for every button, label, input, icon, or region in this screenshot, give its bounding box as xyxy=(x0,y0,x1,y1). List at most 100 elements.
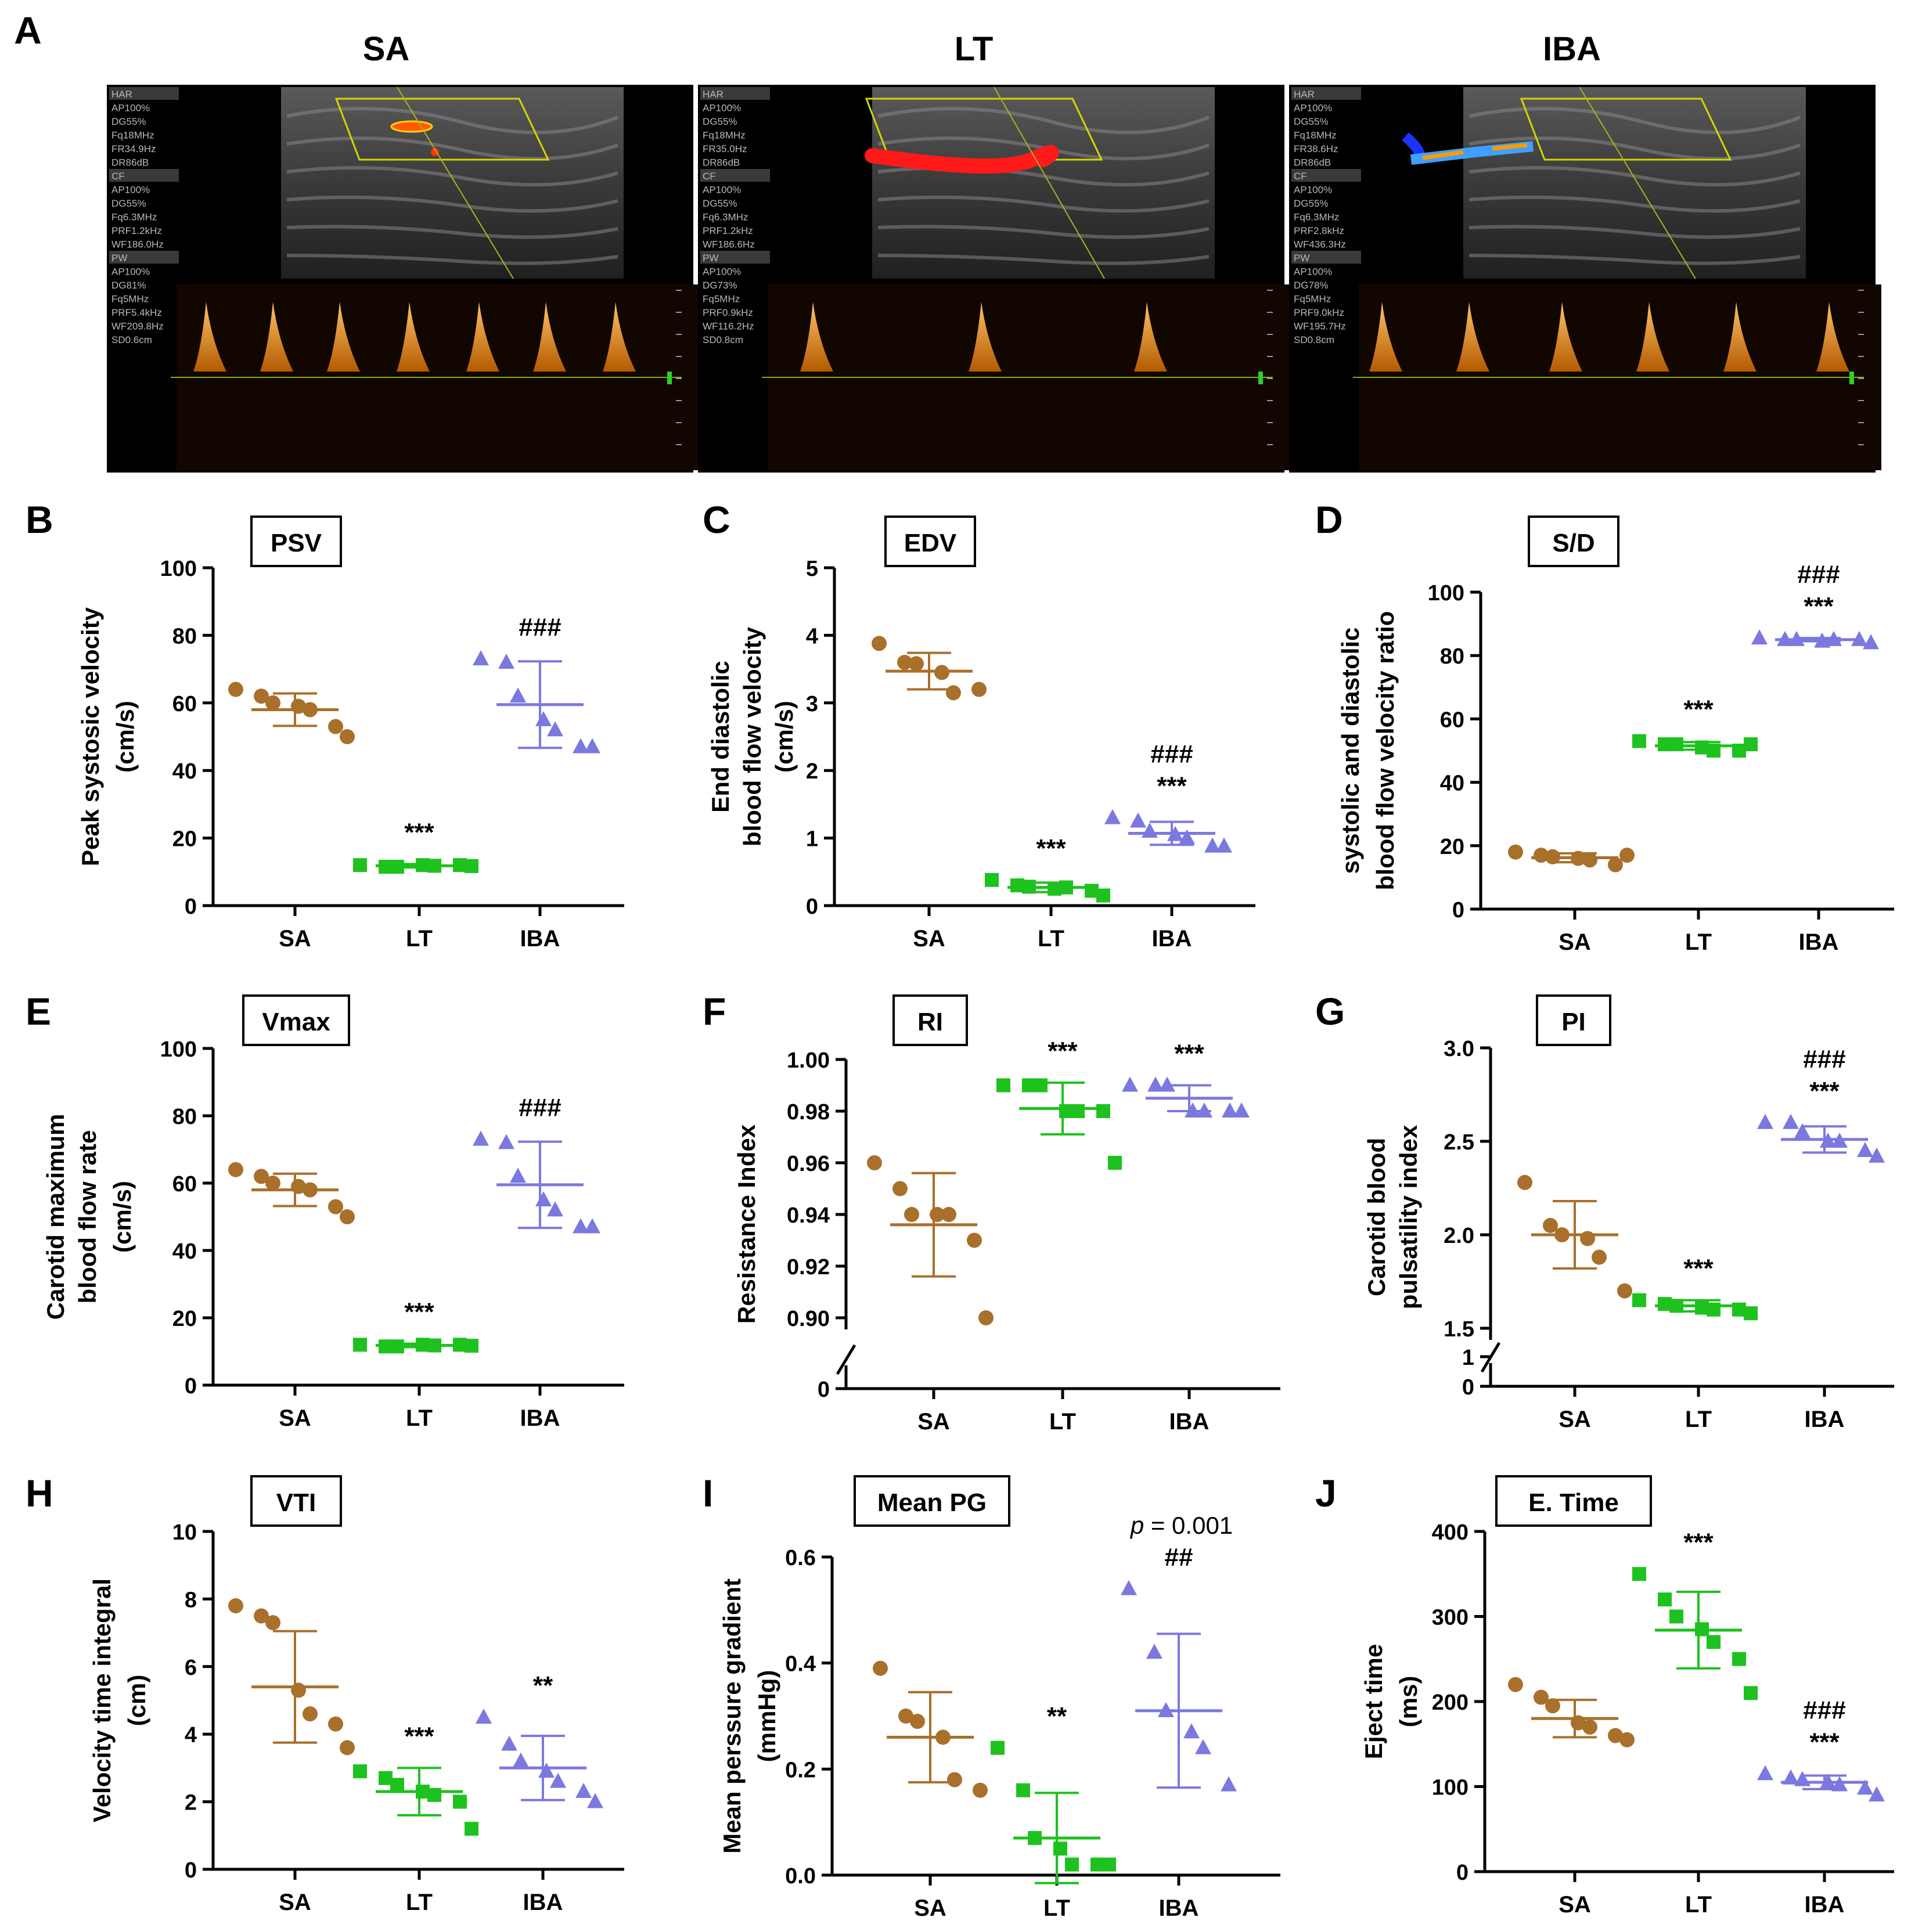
doppler-pulse xyxy=(466,302,499,372)
scale-marker xyxy=(1849,372,1854,384)
data-point xyxy=(973,1782,988,1798)
doppler-pulse xyxy=(397,302,430,372)
overlay-text: AP100% xyxy=(703,185,741,196)
data-point xyxy=(1632,1567,1646,1581)
data-point xyxy=(1863,634,1879,650)
data-point xyxy=(985,873,999,887)
y-tick-label: 0.96 xyxy=(787,1152,830,1176)
data-point xyxy=(1122,1076,1138,1092)
series-lt xyxy=(1632,1567,1758,1700)
tissue-streak xyxy=(1469,254,1801,265)
data-point xyxy=(1794,1123,1811,1138)
y-tick-label: 0 xyxy=(185,1858,197,1883)
data-point xyxy=(1608,857,1623,873)
data-point xyxy=(453,1794,467,1809)
doppler-cursor xyxy=(1579,86,1696,279)
overlay-text: FR34.9Hz xyxy=(111,143,156,154)
y-tick-label: 100 xyxy=(160,557,197,581)
y-tick-label: 0.6 xyxy=(785,1546,816,1570)
significance-label: *** xyxy=(404,1722,434,1750)
y-tick-label: 80 xyxy=(1440,644,1464,669)
overlay-text: SD0.6cm xyxy=(111,334,152,345)
doppler-pulse xyxy=(1134,302,1167,372)
flow-color xyxy=(431,148,439,156)
data-point xyxy=(427,1787,441,1802)
y-axis-label: End diastolic xyxy=(707,661,734,812)
significance-label: *** xyxy=(1157,772,1187,801)
tissue-streak xyxy=(1469,165,1801,187)
y-tick-label: 400 xyxy=(1432,1520,1469,1545)
overlay-header-bg xyxy=(700,169,770,182)
series-iba xyxy=(1122,1076,1250,1118)
significance-label: *** xyxy=(1683,1528,1714,1556)
overlay-text: WF209.8Hz xyxy=(111,321,164,332)
series-lt xyxy=(353,1338,478,1354)
panel-letter-b: B xyxy=(26,498,53,541)
data-point xyxy=(265,1176,280,1191)
y-tick-label: 0.94 xyxy=(787,1203,830,1228)
y-tick-label: 60 xyxy=(1440,708,1464,732)
series-sa xyxy=(228,682,355,744)
data-point xyxy=(265,695,280,711)
data-point xyxy=(573,1218,589,1234)
x-tick-label-sa: SA xyxy=(913,926,945,951)
sample-box xyxy=(334,98,550,161)
overlay-text: Fq18MHz xyxy=(111,130,154,141)
overlay-text: PW xyxy=(111,253,127,264)
data-point xyxy=(340,1740,355,1756)
series-sa xyxy=(872,636,987,701)
data-point xyxy=(1146,1643,1162,1659)
data-point xyxy=(573,738,589,754)
tissue-streak xyxy=(877,254,1210,265)
doppler-pulse xyxy=(1369,302,1402,372)
y-tick-label: 0 xyxy=(1456,1861,1469,1885)
p-symbol: p xyxy=(1129,1512,1144,1539)
overlay-text: AP100% xyxy=(1294,185,1332,196)
y-tick-label: 0.92 xyxy=(787,1255,830,1279)
y-tick-label: 2 xyxy=(806,759,818,784)
data-point xyxy=(465,1822,478,1836)
data-point xyxy=(898,1708,913,1724)
y-tick-label: 40 xyxy=(172,1239,197,1264)
y-tick-label: 40 xyxy=(1440,772,1464,796)
data-point xyxy=(1619,1732,1635,1747)
series-lt xyxy=(996,1078,1122,1170)
data-point xyxy=(1216,837,1232,853)
tissue-streak xyxy=(286,225,618,239)
chart-b: B PSV 0 20 40 60 80 100 Peak systosic velocity (c… xyxy=(26,498,624,951)
overlay-text: CF xyxy=(111,171,125,182)
panel-letter-j: J xyxy=(1315,1472,1337,1515)
y-tick-label: 2.0 xyxy=(1444,1224,1474,1248)
chart-title: PI xyxy=(1561,1008,1586,1036)
ultrasound-title-sa: SA xyxy=(363,30,410,68)
data-point xyxy=(996,1078,1010,1093)
overlay-text: PRF9.0kHz xyxy=(1294,307,1344,318)
y-axis-label: (cm/s) xyxy=(111,701,139,773)
chart-h: H VTI 0 2 4 6 8 10 Velocity time integral (cm) SA L… xyxy=(26,1472,624,1915)
y-tick-label: 100 xyxy=(160,1037,197,1062)
data-point xyxy=(547,1201,563,1217)
y-axis-label: (cm) xyxy=(123,1675,150,1726)
y-tick-label: 6 xyxy=(185,1656,197,1680)
sample-box xyxy=(1520,98,1732,161)
chart-title-box xyxy=(250,516,342,567)
x-tick-label-sa: SA xyxy=(914,1895,946,1921)
significance-label: ### xyxy=(519,613,561,641)
x-tick-label-iba: IBA xyxy=(1799,929,1839,955)
y-tick-label: 1.5 xyxy=(1444,1317,1474,1342)
data-point xyxy=(353,1764,367,1779)
y-tick-label: 100 xyxy=(1428,581,1464,605)
y-tick-label: 0.98 xyxy=(787,1100,830,1124)
doppler-pulse xyxy=(193,302,226,372)
panel-letter-h: H xyxy=(26,1472,53,1515)
y-tick-label: 100 xyxy=(1432,1776,1469,1800)
overlay-text: PW xyxy=(703,253,718,264)
overlay-text: AP100% xyxy=(111,103,150,114)
overlay-text: DG55% xyxy=(1294,198,1329,209)
doppler-pulse xyxy=(1816,302,1849,372)
overlay-text: WF195.7Hz xyxy=(1294,321,1346,332)
y-tick-label: 0.90 xyxy=(787,1307,830,1331)
overlay-text: Fq6.3MHz xyxy=(703,212,748,223)
x-tick-label-iba: IBA xyxy=(1169,1409,1210,1434)
overlay-text: AP100% xyxy=(111,185,150,196)
